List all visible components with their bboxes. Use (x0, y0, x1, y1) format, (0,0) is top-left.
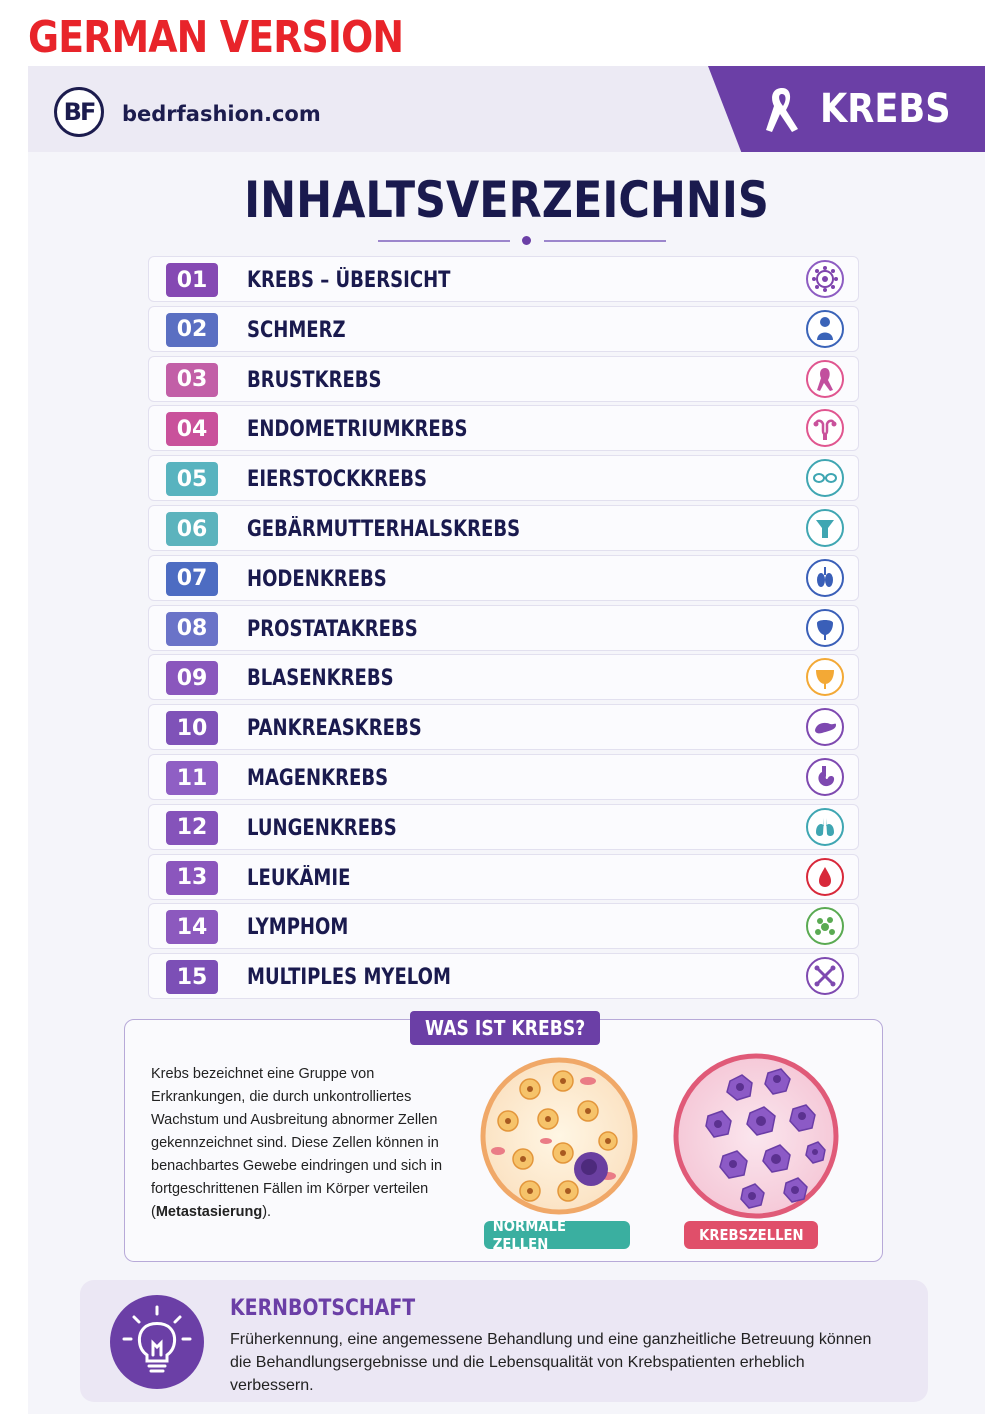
toc-number: 05 (166, 462, 218, 497)
toc-row[interactable]: 07 HODENKREBS (148, 554, 859, 601)
what-is-cancer-text: Krebs bezeichnet eine Gruppe von Erkrank… (151, 1066, 443, 1220)
bones-icon (806, 957, 844, 996)
version-label: GERMAN VERSION (28, 12, 404, 63)
toc-label: PROSTATAKREBS (247, 616, 418, 642)
testes-icon (806, 558, 844, 597)
awareness-ribbon-icon (766, 88, 798, 132)
toc-row[interactable]: 09 BLASENKREBS (148, 654, 859, 701)
toc-row[interactable]: 12 LUNGENKREBS (148, 803, 859, 850)
toc-number: 10 (166, 711, 218, 746)
toc-label: KREBS – ÜBERSICHT (247, 268, 451, 293)
pancreas-icon (806, 708, 844, 747)
title-dot (522, 236, 531, 245)
toc-label: BRUSTKREBS (247, 367, 382, 393)
toc-label: LYMPHOM (247, 915, 349, 941)
key-message-panel (80, 1280, 928, 1402)
toc-row[interactable]: 06 GEBÄRMUTTERHALSKREBS (148, 505, 859, 551)
key-message-text: Früherkennung, eine angemessene Behandlu… (230, 1331, 872, 1394)
toc-row[interactable]: 11 MAGENKREBS (148, 754, 859, 800)
toc-row[interactable]: 10 PANKREASKREBS (148, 704, 859, 751)
toc-number: 06 (166, 512, 218, 546)
cancer-cells-badge: KREBSZELLEN (684, 1221, 818, 1249)
toc-number: 09 (166, 661, 218, 696)
toc-label: MULTIPLES MYELOM (247, 965, 451, 991)
topic-tag: KREBS (708, 66, 985, 152)
cell-icon (806, 260, 844, 298)
toc-number: 07 (166, 561, 218, 596)
toc-number: 02 (166, 312, 218, 347)
lymph-cells-icon (806, 907, 844, 946)
ribbon-icon (806, 359, 844, 398)
toc-row[interactable]: 15 MULTIPLES MYELOM (148, 953, 859, 1000)
toc-number: 08 (166, 611, 218, 646)
key-message-title: KERNBOTSCHAFT (230, 1296, 416, 1321)
toc-row[interactable]: 03 BRUSTKREBS (148, 355, 859, 402)
toc-label: GEBÄRMUTTERHALSKREBS (247, 517, 521, 542)
toc-row[interactable]: 08 PROSTATAKREBS (148, 604, 859, 651)
toc-number: 15 (166, 960, 218, 995)
topic-tag-text: KREBS (820, 86, 951, 132)
site-name: bedrfashion.com (122, 102, 321, 126)
toc-number: 13 (166, 860, 218, 895)
ovaries-icon (806, 459, 844, 498)
toc-row[interactable]: 02 SCHMERZ (148, 305, 859, 352)
prostate-icon (806, 608, 844, 647)
cancer-cells-icon (673, 1053, 839, 1219)
title-rule-left (378, 240, 510, 242)
title-rule-right (544, 240, 666, 242)
toc-row[interactable]: 14 LYMPHOM (148, 903, 859, 950)
toc-label: HODENKREBS (247, 566, 387, 592)
toc-number: 01 (166, 263, 218, 297)
logo-text: BF (63, 98, 97, 126)
toc-row[interactable]: 05 EIERSTOCKKREBS (148, 455, 859, 502)
bf-logo: BF (54, 87, 104, 137)
toc-row[interactable]: 13 LEUKÄMIE (148, 853, 859, 900)
toc-label: PANKREASKREBS (247, 716, 422, 742)
toc-label: BLASENKREBS (247, 666, 394, 692)
person-icon (806, 309, 844, 348)
toc-label: LUNGENKREBS (247, 815, 397, 841)
toc-label: ENDOMETRIUMKREBS (247, 417, 468, 443)
blood-drop-icon (806, 857, 844, 896)
lightbulb-icon (110, 1295, 204, 1389)
header: BF bedrfashion.com KREBS (28, 66, 985, 152)
toc-number: 14 (166, 910, 218, 945)
cervix-icon (806, 509, 844, 547)
toc-number: 03 (166, 362, 218, 397)
toc-label: MAGENKREBS (247, 766, 389, 791)
stomach-icon (806, 758, 844, 796)
toc-number: 11 (166, 761, 218, 795)
lungs-icon (806, 807, 844, 846)
toc-label: EIERSTOCKKREBS (247, 467, 428, 493)
uterus-icon (806, 409, 844, 448)
toc-number: 12 (166, 810, 218, 845)
toc-number: 04 (166, 412, 218, 447)
bladder-icon (806, 658, 844, 697)
toc-row[interactable]: 01 KREBS – ÜBERSICHT (148, 256, 859, 302)
what-is-cancer-title: WAS IST KREBS? (410, 1011, 600, 1045)
toc-row[interactable]: 04 ENDOMETRIUMKREBS (148, 405, 859, 452)
normal-cells-badge: NORMALE ZELLEN (484, 1217, 630, 1253)
page-title: INHALTSVERZEICHNIS (244, 171, 769, 229)
normal-cells-icon (480, 1057, 638, 1215)
toc-label: SCHMERZ (247, 317, 346, 343)
cell-illustrations (480, 1053, 839, 1219)
poster: BF bedrfashion.com KREBS INHALTSVERZEICH… (28, 66, 985, 1414)
toc-label: LEUKÄMIE (247, 865, 351, 891)
